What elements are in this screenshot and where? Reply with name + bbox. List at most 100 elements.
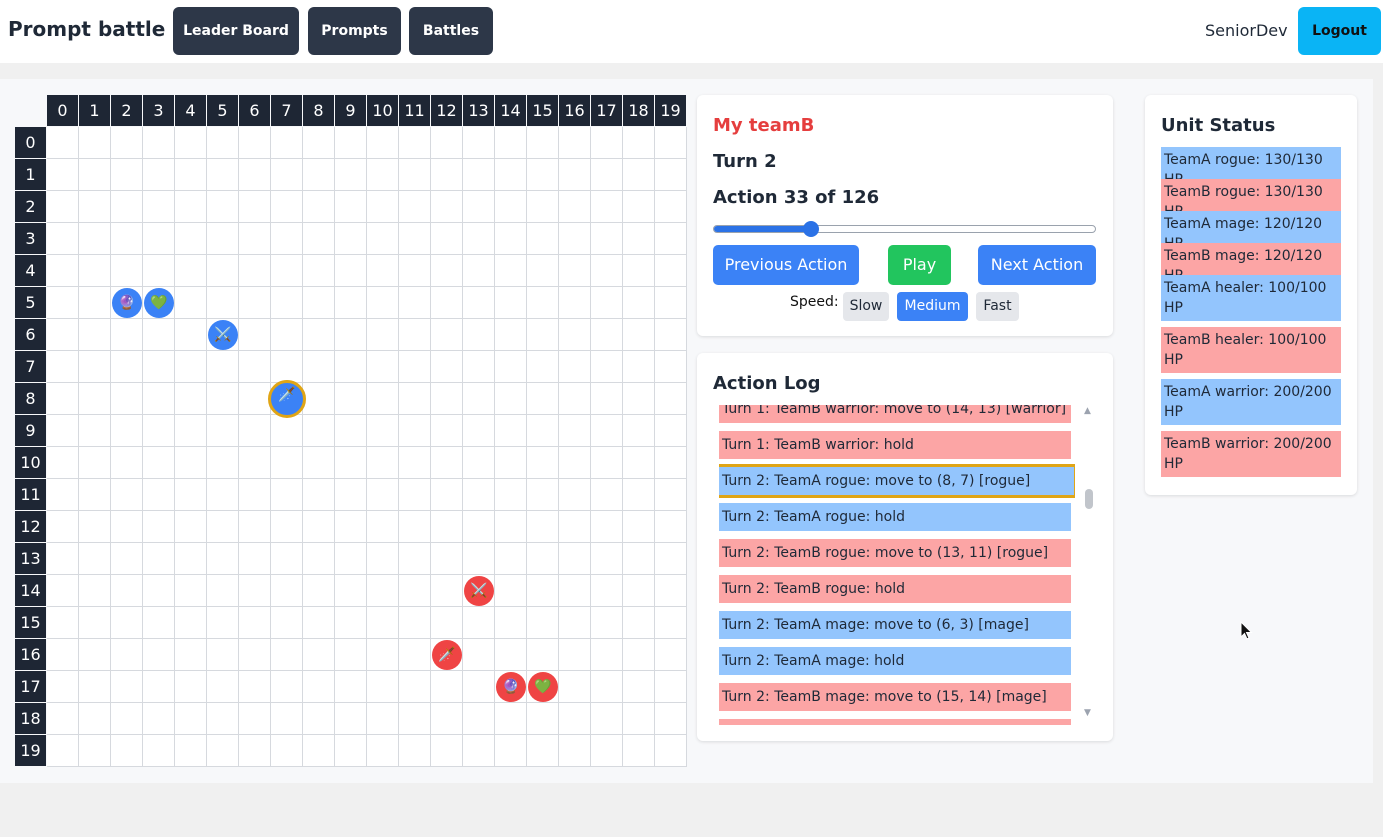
grid-cell[interactable] bbox=[335, 639, 367, 671]
grid-cell[interactable] bbox=[79, 415, 111, 447]
grid-cell[interactable] bbox=[79, 479, 111, 511]
grid-cell[interactable] bbox=[239, 159, 271, 191]
grid-cell[interactable] bbox=[79, 575, 111, 607]
grid-cell[interactable] bbox=[367, 479, 399, 511]
grid-cell[interactable] bbox=[431, 319, 463, 351]
grid-cell[interactable] bbox=[47, 159, 79, 191]
grid-cell[interactable] bbox=[463, 607, 495, 639]
grid-cell[interactable] bbox=[143, 543, 175, 575]
grid-cell[interactable] bbox=[623, 703, 655, 735]
grid-cell[interactable] bbox=[591, 255, 623, 287]
teamb-healer-unit-icon[interactable]: 💚 bbox=[528, 672, 558, 702]
grid-cell[interactable] bbox=[367, 639, 399, 671]
grid-cell[interactable] bbox=[207, 127, 239, 159]
grid-cell[interactable] bbox=[559, 639, 591, 671]
grid-cell[interactable] bbox=[175, 159, 207, 191]
grid-cell[interactable] bbox=[559, 479, 591, 511]
grid-cell[interactable] bbox=[367, 127, 399, 159]
grid-cell[interactable] bbox=[367, 383, 399, 415]
grid-cell[interactable] bbox=[591, 127, 623, 159]
grid-cell[interactable] bbox=[463, 735, 495, 767]
grid-cell[interactable] bbox=[623, 191, 655, 223]
grid-cell[interactable] bbox=[111, 607, 143, 639]
grid-cell[interactable] bbox=[623, 671, 655, 703]
grid-cell[interactable] bbox=[399, 447, 431, 479]
grid-cell[interactable] bbox=[143, 127, 175, 159]
grid-cell[interactable] bbox=[207, 543, 239, 575]
grid-cell[interactable] bbox=[175, 479, 207, 511]
grid-cell[interactable] bbox=[495, 127, 527, 159]
grid-cell[interactable] bbox=[47, 511, 79, 543]
grid-cell[interactable] bbox=[495, 383, 527, 415]
grid-cell[interactable] bbox=[655, 287, 687, 319]
grid-cell[interactable] bbox=[303, 351, 335, 383]
grid-cell[interactable] bbox=[623, 415, 655, 447]
grid-cell[interactable] bbox=[239, 351, 271, 383]
grid-cell[interactable] bbox=[463, 159, 495, 191]
grid-cell[interactable] bbox=[527, 319, 559, 351]
scroll-up-arrow-icon[interactable]: ▲ bbox=[1084, 406, 1091, 416]
grid-cell[interactable] bbox=[495, 543, 527, 575]
grid-cell[interactable] bbox=[335, 735, 367, 767]
grid-cell[interactable] bbox=[111, 639, 143, 671]
grid-cell[interactable] bbox=[655, 351, 687, 383]
grid-cell[interactable] bbox=[111, 159, 143, 191]
grid-cell[interactable] bbox=[463, 191, 495, 223]
grid-cell[interactable] bbox=[239, 543, 271, 575]
grid-cell[interactable] bbox=[175, 319, 207, 351]
grid-cell[interactable] bbox=[623, 543, 655, 575]
grid-cell[interactable] bbox=[431, 671, 463, 703]
grid-cell[interactable] bbox=[79, 735, 111, 767]
grid-cell[interactable] bbox=[559, 735, 591, 767]
grid-cell[interactable] bbox=[591, 383, 623, 415]
grid-cell[interactable] bbox=[175, 703, 207, 735]
grid-cell[interactable] bbox=[495, 447, 527, 479]
grid-cell[interactable] bbox=[303, 447, 335, 479]
grid-cell[interactable] bbox=[335, 511, 367, 543]
grid-cell[interactable] bbox=[175, 735, 207, 767]
grid-cell[interactable] bbox=[399, 159, 431, 191]
grid-cell[interactable] bbox=[495, 159, 527, 191]
grid-cell[interactable] bbox=[367, 319, 399, 351]
grid-cell[interactable] bbox=[559, 607, 591, 639]
grid-cell[interactable] bbox=[527, 223, 559, 255]
grid-cell[interactable] bbox=[79, 223, 111, 255]
grid-cell[interactable] bbox=[431, 415, 463, 447]
grid-cell[interactable] bbox=[79, 607, 111, 639]
grid-cell[interactable] bbox=[367, 735, 399, 767]
grid-cell[interactable] bbox=[399, 607, 431, 639]
grid-cell[interactable] bbox=[143, 319, 175, 351]
grid-cell[interactable] bbox=[207, 447, 239, 479]
grid-cell[interactable] bbox=[431, 479, 463, 511]
grid-cell[interactable] bbox=[527, 255, 559, 287]
log-entry[interactable]: Turn 1: TeamB warrior: hold bbox=[719, 431, 1071, 459]
grid-cell[interactable] bbox=[431, 735, 463, 767]
grid-cell[interactable] bbox=[143, 191, 175, 223]
grid-cell[interactable] bbox=[527, 479, 559, 511]
teama-warrior-unit-icon[interactable]: ⚔️ bbox=[208, 320, 238, 350]
grid-cell[interactable] bbox=[303, 159, 335, 191]
grid-cell[interactable] bbox=[591, 511, 623, 543]
grid-cell[interactable] bbox=[431, 127, 463, 159]
grid-cell[interactable] bbox=[143, 511, 175, 543]
grid-cell[interactable] bbox=[239, 703, 271, 735]
grid-cell[interactable] bbox=[399, 191, 431, 223]
grid-cell[interactable] bbox=[111, 543, 143, 575]
action-slider[interactable] bbox=[713, 221, 1096, 237]
grid-cell[interactable] bbox=[527, 639, 559, 671]
grid-cell[interactable] bbox=[527, 447, 559, 479]
grid-cell[interactable] bbox=[303, 543, 335, 575]
grid-cell[interactable] bbox=[239, 255, 271, 287]
grid-cell[interactable] bbox=[527, 511, 559, 543]
grid-cell[interactable] bbox=[143, 639, 175, 671]
grid-cell[interactable] bbox=[271, 543, 303, 575]
grid-cell[interactable] bbox=[527, 351, 559, 383]
grid-cell[interactable] bbox=[559, 127, 591, 159]
grid-cell[interactable] bbox=[367, 255, 399, 287]
grid-cell[interactable] bbox=[271, 671, 303, 703]
grid-cell[interactable] bbox=[431, 159, 463, 191]
grid-cell[interactable] bbox=[431, 351, 463, 383]
grid-cell[interactable] bbox=[239, 671, 271, 703]
grid-cell[interactable] bbox=[495, 511, 527, 543]
grid-cell[interactable] bbox=[207, 671, 239, 703]
